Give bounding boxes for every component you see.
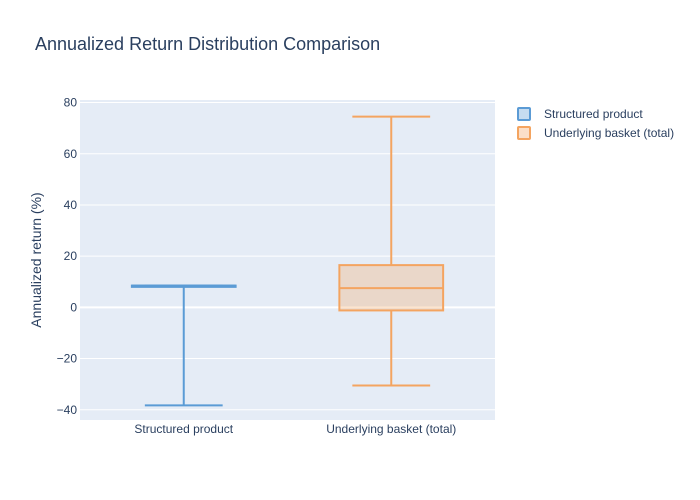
x-tick-label: Structured product	[134, 422, 233, 436]
y-tick-label: −40	[57, 403, 78, 417]
y-tick-label: 40	[64, 198, 78, 212]
legend-item[interactable]: Underlying basket (total)	[517, 126, 674, 140]
legend-swatch	[517, 126, 531, 140]
y-tick-label: 60	[64, 147, 78, 161]
legend[interactable]: Structured product Underlying basket (tot…	[517, 107, 674, 140]
legend-item[interactable]: Structured product	[517, 107, 643, 121]
legend-swatch	[517, 107, 531, 121]
chart-title: Annualized Return Distribution Compariso…	[35, 34, 380, 54]
y-tick-label: 80	[64, 96, 78, 110]
box-underlying-basket-total[interactable]	[338, 115, 445, 387]
legend-label: Underlying basket (total)	[544, 126, 674, 140]
box-plots	[130, 115, 445, 407]
y-tick-label: 0	[70, 300, 77, 314]
legend-label: Structured product	[544, 107, 643, 121]
y-axis-title: Annualized return (%)	[28, 192, 44, 327]
x-tick-labels: Structured product Underlying basket (tot…	[134, 422, 456, 436]
plot-background	[80, 100, 495, 420]
box-structured-product[interactable]	[130, 284, 237, 407]
y-tick-labels: 80 60 40 20 0 −20 −40	[57, 96, 78, 417]
y-tick-label: 20	[64, 249, 78, 263]
grid-lines	[80, 102, 495, 411]
y-tick-label: −20	[57, 352, 78, 366]
x-tick-label: Underlying basket (total)	[326, 422, 456, 436]
